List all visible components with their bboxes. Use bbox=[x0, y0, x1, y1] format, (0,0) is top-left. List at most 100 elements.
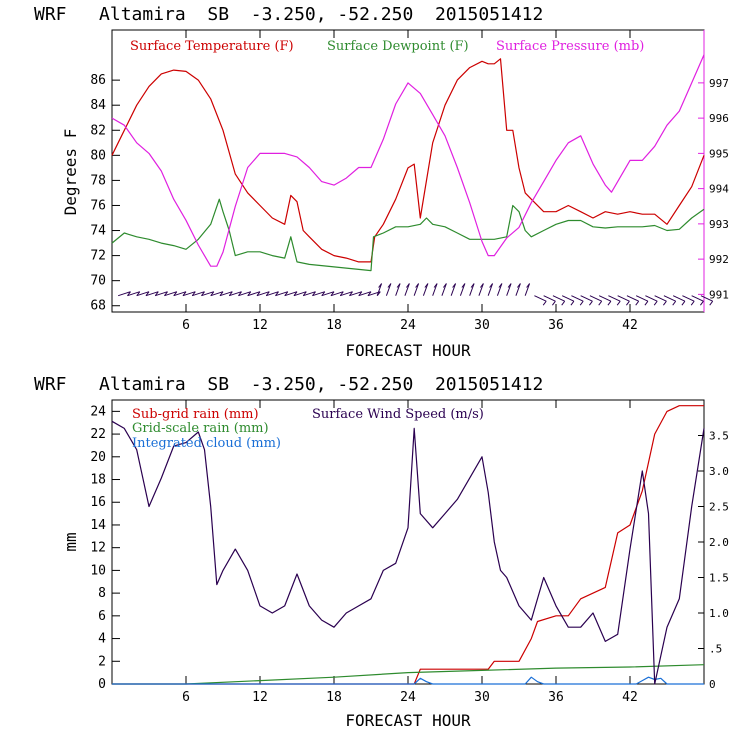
wind-barb bbox=[358, 291, 372, 297]
y2-tick-label: 3.5 bbox=[709, 430, 729, 443]
wind-barb bbox=[201, 291, 214, 297]
wind-barb bbox=[469, 283, 475, 296]
wind-barb-flag bbox=[489, 283, 494, 288]
x-tick-label: 30 bbox=[474, 318, 490, 333]
wind-barb bbox=[256, 291, 270, 297]
wind-barb-flag bbox=[415, 283, 420, 288]
wind-barb-flag bbox=[424, 283, 429, 288]
top-plot-frame bbox=[111, 29, 705, 313]
x-tick-label: 36 bbox=[548, 690, 564, 705]
y-tick-label: 18 bbox=[90, 473, 106, 488]
wind-barb bbox=[589, 295, 602, 302]
y-tick-label: 84 bbox=[90, 98, 106, 113]
wind-barb-flag bbox=[672, 300, 677, 306]
wind-barb bbox=[580, 295, 593, 302]
legend-surface-wind-speed: Surface Wind Speed (m/s) bbox=[312, 407, 484, 422]
wind-barb bbox=[145, 291, 159, 297]
wind-barb bbox=[219, 291, 233, 297]
y2-tick-label: 996 bbox=[709, 112, 729, 125]
x-tick-label: 42 bbox=[622, 690, 638, 705]
top-y2-ticks: 991 992 993 994 995 996 997 bbox=[698, 77, 729, 301]
y-tick-label: 74 bbox=[90, 224, 106, 239]
series-line-integrated-cloud-mm bbox=[112, 676, 704, 685]
wind-barb bbox=[303, 291, 316, 297]
wind-barb-flag bbox=[396, 283, 401, 288]
wind-barb bbox=[626, 295, 639, 302]
wind-barb-flag bbox=[470, 283, 475, 288]
wind-barb-flag bbox=[570, 300, 575, 306]
wind-barb bbox=[321, 291, 335, 297]
wind-barb-flag bbox=[663, 300, 667, 306]
wind-barb-flag bbox=[653, 300, 658, 306]
wind-barbs bbox=[118, 283, 714, 306]
wind-barb-flag bbox=[607, 300, 612, 306]
wind-barb-flag bbox=[387, 283, 392, 288]
wind-barb bbox=[441, 283, 447, 296]
top-y-axis-label: Degrees F bbox=[61, 129, 80, 216]
y2-tick-label: 2.5 bbox=[709, 501, 729, 514]
wind-barb-flag bbox=[498, 283, 503, 288]
wind-barb bbox=[700, 295, 713, 302]
y-tick-label: 86 bbox=[90, 73, 106, 88]
bottom-x-axis-label: FORECAST HOUR bbox=[345, 711, 471, 730]
x-tick-label: 30 bbox=[474, 690, 490, 705]
wind-barb bbox=[284, 291, 298, 297]
wind-barb bbox=[450, 283, 457, 296]
wind-barb bbox=[561, 295, 575, 302]
wind-barb-flag bbox=[405, 283, 410, 288]
wind-barb bbox=[275, 291, 288, 297]
wind-barb bbox=[312, 291, 325, 297]
x-tick-label: 12 bbox=[252, 318, 268, 333]
y-tick-label: 14 bbox=[90, 518, 106, 533]
wind-barb bbox=[182, 291, 196, 297]
y2-tick-label: 1.5 bbox=[709, 572, 729, 585]
x-tick-label: 12 bbox=[252, 690, 268, 705]
bottom-x-ticks: 6 12 18 24 30 36 42 bbox=[182, 400, 638, 705]
wind-barb-flag bbox=[526, 283, 530, 288]
wind-barb-flag bbox=[552, 300, 556, 306]
wind-barb bbox=[247, 291, 261, 297]
wind-barb-flag bbox=[378, 283, 383, 288]
top-series-group bbox=[111, 54, 705, 272]
wind-barb-flag bbox=[561, 300, 566, 306]
y-tick-label: 6 bbox=[98, 609, 106, 624]
y-tick-label: 70 bbox=[90, 274, 106, 289]
y2-tick-label: 0 bbox=[709, 678, 716, 691]
wind-barb bbox=[293, 291, 307, 297]
wind-barb bbox=[349, 291, 362, 297]
wind-barb bbox=[635, 295, 649, 302]
y-tick-label: 80 bbox=[90, 148, 106, 163]
wind-barb-flag bbox=[542, 300, 547, 306]
wind-barb bbox=[515, 283, 521, 296]
y-tick-label: 4 bbox=[98, 632, 106, 647]
wind-barb bbox=[617, 295, 630, 302]
y-tick-label: 8 bbox=[98, 586, 106, 601]
y2-tick-label: 1.0 bbox=[709, 607, 729, 620]
wind-barb bbox=[118, 291, 131, 297]
wind-barb-flag bbox=[433, 283, 438, 288]
wind-barb-flag bbox=[598, 300, 603, 306]
x-tick-label: 18 bbox=[326, 690, 342, 705]
wind-barb bbox=[266, 291, 279, 297]
wind-barb bbox=[395, 283, 401, 296]
y-tick-label: 24 bbox=[90, 404, 106, 419]
top-x-ticks: 6 12 18 24 30 36 42 bbox=[182, 30, 638, 333]
wind-barb bbox=[127, 291, 140, 297]
y-tick-label: 72 bbox=[90, 249, 106, 264]
wind-barb-flag bbox=[461, 283, 466, 288]
wind-barb bbox=[376, 283, 383, 296]
y2-tick-label: 994 bbox=[709, 183, 729, 196]
wind-barb bbox=[691, 295, 704, 302]
wind-barb bbox=[534, 295, 547, 302]
wind-barb bbox=[340, 291, 353, 297]
y2-tick-label: 995 bbox=[709, 147, 729, 160]
y-tick-label: 76 bbox=[90, 198, 106, 213]
series-line-grid-scale-rain-mm bbox=[112, 664, 705, 685]
y2-tick-label: 993 bbox=[709, 218, 729, 231]
wind-barb bbox=[330, 291, 344, 297]
wind-barb-flag bbox=[635, 300, 640, 306]
y-tick-label: 2 bbox=[98, 654, 106, 669]
wind-barb bbox=[192, 291, 205, 297]
series-line-surface-dewpoint-f bbox=[111, 198, 705, 272]
